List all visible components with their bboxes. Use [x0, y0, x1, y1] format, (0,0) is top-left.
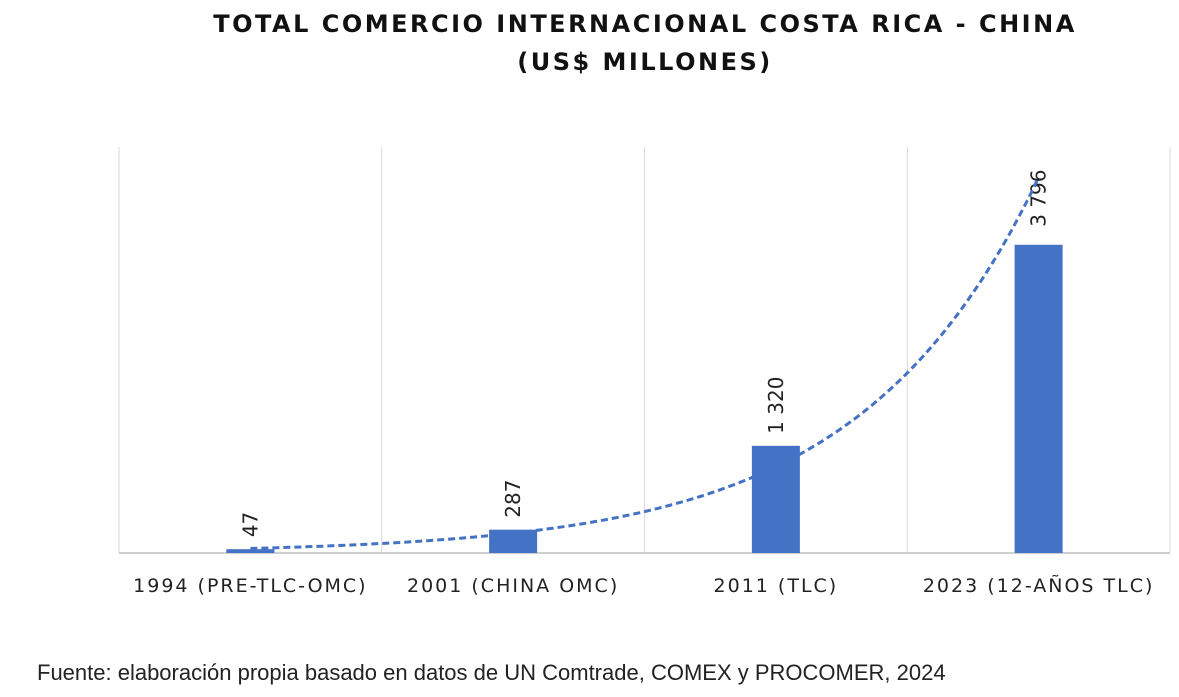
- data-label: 3 796: [1027, 169, 1051, 226]
- data-label: 1 320: [764, 377, 788, 434]
- bar: [489, 529, 538, 553]
- chart-title: TOTAL COMERCIO INTERNACIONAL COSTA RICA …: [213, 10, 1077, 38]
- x-tick-label: 2011 (TLC): [714, 575, 839, 597]
- bar: [1014, 244, 1063, 553]
- bar: [751, 445, 800, 553]
- data-label: 287: [501, 480, 525, 518]
- chart-subtitle: (US$ MILLONES): [517, 48, 773, 76]
- bar: [226, 549, 275, 553]
- trendline: [250, 176, 1040, 550]
- x-tick-label: 2001 (CHINA OMC): [407, 575, 619, 597]
- source-note: Fuente: elaboración propia basado en dat…: [37, 660, 946, 685]
- data-label: 47: [238, 512, 262, 537]
- x-tick-label: 1994 (PRE-TLC-OMC): [133, 575, 367, 597]
- x-tick-label: 2023 (12-AÑOS TLC): [923, 574, 1155, 597]
